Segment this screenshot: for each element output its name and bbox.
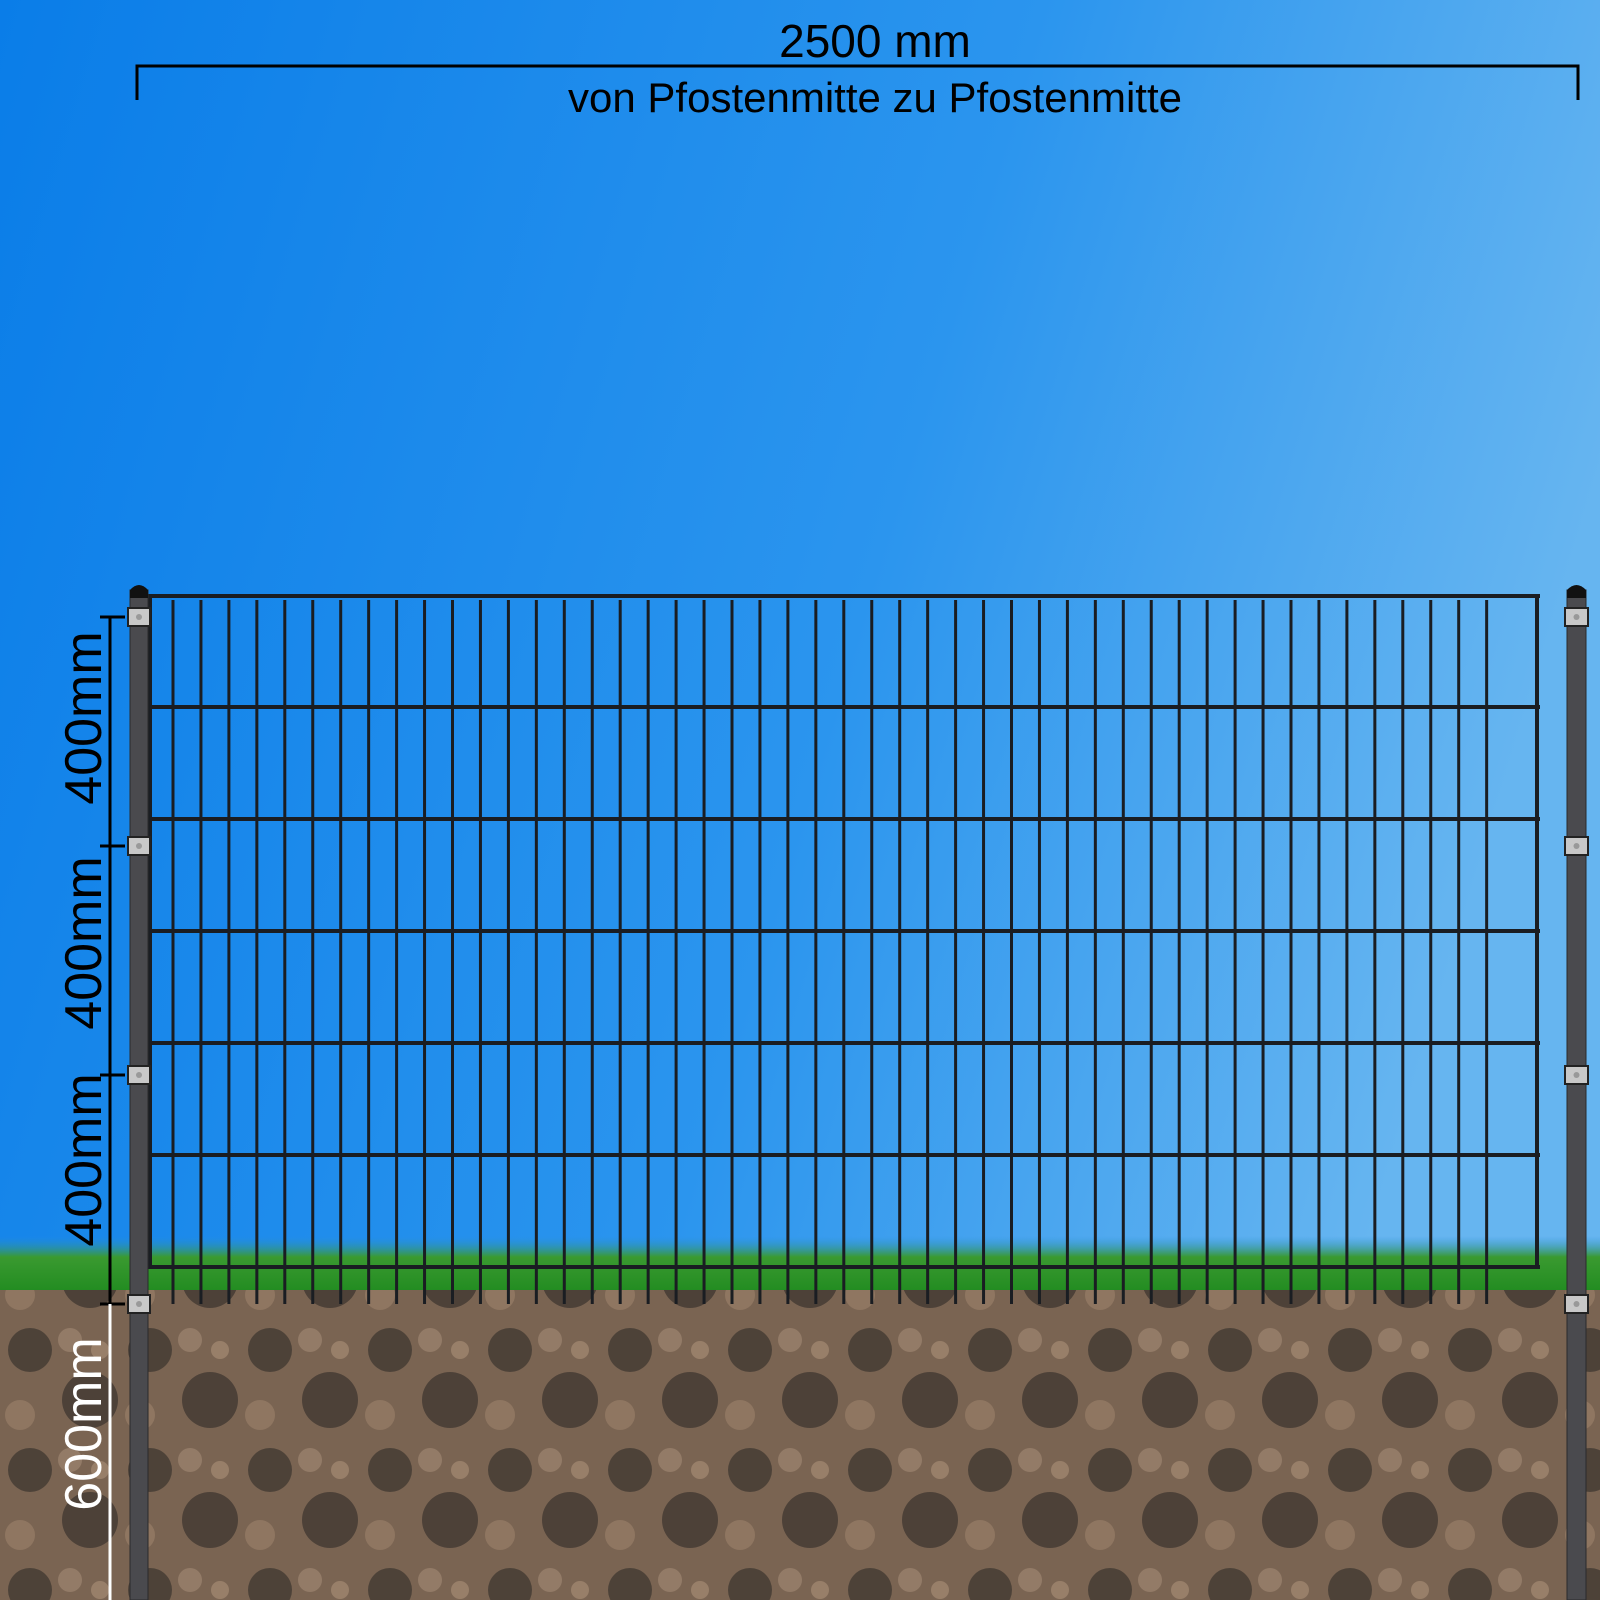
right-post: [1566, 589, 1587, 1600]
height-label-top: 400mm: [55, 631, 113, 805]
width-note: von Pfostenmitte zu Pfostenmitte: [568, 74, 1182, 121]
clip-screw: [1573, 843, 1580, 849]
height-label-bottom: 400mm: [55, 1073, 113, 1247]
fence-panel: [146, 594, 1540, 1304]
clip-screw: [1573, 1301, 1580, 1307]
clip-screw: [136, 1301, 142, 1307]
height-dimension-lines: [100, 615, 125, 1600]
clip-screw: [1573, 614, 1580, 620]
width-dimension-bracket: [135, 64, 1580, 100]
ground-depth-label: 600mm: [55, 1337, 113, 1511]
left-post: [129, 589, 149, 1600]
soil: [0, 1290, 1600, 1600]
clip-screw: [136, 614, 142, 620]
width-label: 2500 mm: [779, 15, 971, 67]
clip-screw: [136, 1072, 142, 1078]
height-label-middle: 400mm: [55, 856, 113, 1030]
post-cap: [130, 585, 148, 598]
fence-posts: [127, 585, 1589, 1600]
clip-screw: [1573, 1072, 1580, 1078]
clip-screw: [136, 843, 142, 849]
post-cap: [1567, 585, 1586, 598]
